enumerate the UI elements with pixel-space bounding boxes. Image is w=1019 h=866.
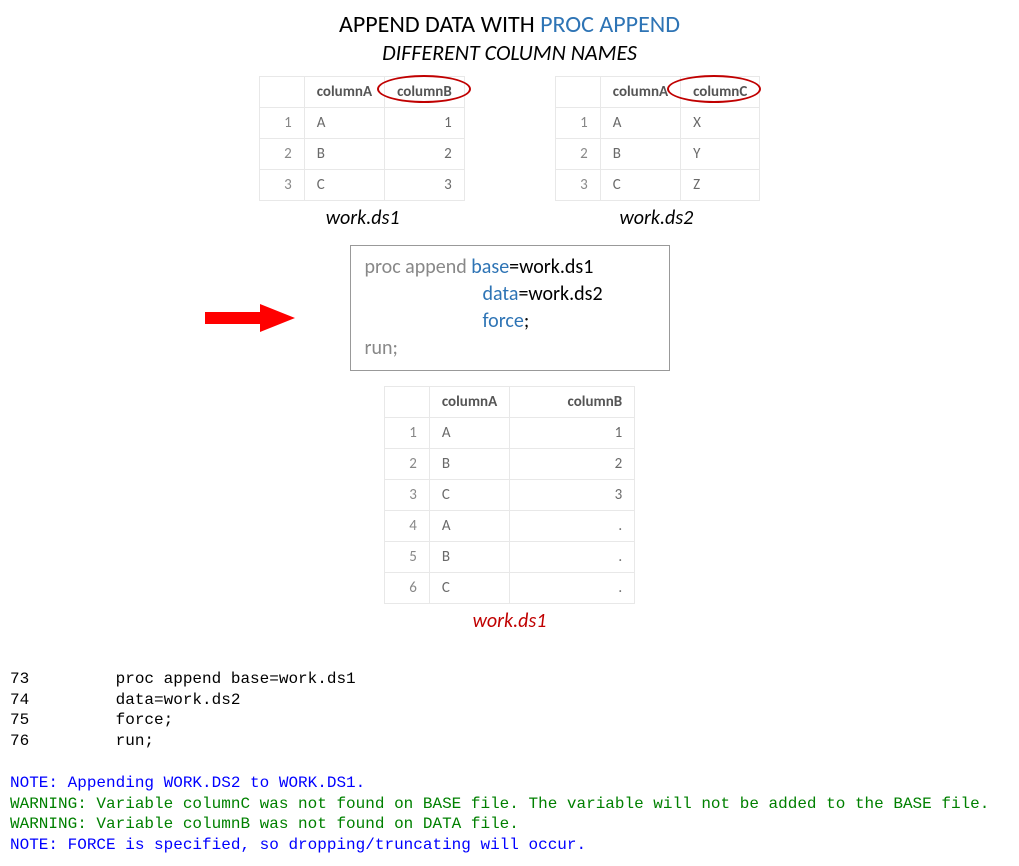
log-note: NOTE: FORCE is specified, so dropping/tr… (10, 836, 586, 854)
input-tables-row: columnA columnB 1A1 2B2 3C3 columnA colu… (10, 76, 1009, 201)
table-row: 1A1 (384, 418, 634, 449)
title-line1: APPEND DATA WITH PROC APPEND (10, 10, 1009, 39)
table1-rownum-header (259, 77, 304, 108)
table1-header-a: columnA (304, 77, 384, 108)
log-warning: WARNING: Variable columnC was not found … (10, 795, 989, 813)
table2-wrap: columnA columnC 1AX 2BY 3CZ (555, 76, 761, 201)
result-table: columnA columnB 1A1 2B2 3C3 4A. 5B. 6C. (384, 386, 635, 604)
table2-header-c: columnC (681, 77, 760, 108)
log-note: NOTE: Appending WORK.DS2 to WORK.DS1. (10, 774, 365, 792)
table-row: 1A1 (259, 108, 464, 139)
result-header-a: columnA (429, 387, 509, 418)
log-warning: WARNING: Variable columnB was not found … (10, 815, 519, 833)
log-line: 76 run; (10, 732, 154, 750)
table-row: 2B2 (384, 449, 634, 480)
result-table-wrap: columnA columnB 1A1 2B2 3C3 4A. 5B. 6C. (10, 386, 1009, 604)
table2-rownum-header (555, 77, 600, 108)
code-box-wrap: proc append base=work.ds1 data=work.ds2 … (10, 245, 1009, 371)
table1-wrap: columnA columnB 1A1 2B2 3C3 (259, 76, 465, 201)
table-row: 2BY (555, 139, 760, 170)
log-block: 73 proc append base=work.ds1 74 data=wor… (10, 648, 1009, 856)
title-part2: PROC APPEND (540, 10, 680, 39)
result-rownum-header (384, 387, 429, 418)
table-row: 5B. (384, 542, 634, 573)
title-block: APPEND DATA WITH PROC APPEND DIFFERENT C… (10, 10, 1009, 66)
result-header-b: columnB (510, 387, 635, 418)
table1-header-b: columnB (385, 77, 465, 108)
table-row: 2B2 (259, 139, 464, 170)
table-row: 4A. (384, 511, 634, 542)
table2-caption: work.ds2 (620, 206, 694, 230)
table-row: 3C3 (384, 480, 634, 511)
code-box: proc append base=work.ds1 data=work.ds2 … (350, 245, 670, 371)
title-line2: DIFFERENT COLUMN NAMES (10, 39, 1009, 66)
table-row: 6C. (384, 573, 634, 604)
table-row: 3CZ (555, 170, 760, 201)
table2-header-a: columnA (600, 77, 680, 108)
table-row: 1AX (555, 108, 760, 139)
log-line: 75 force; (10, 711, 173, 729)
table1-caption: work.ds1 (326, 206, 400, 230)
log-line: 74 data=work.ds2 (10, 691, 240, 709)
table1: columnA columnB 1A1 2B2 3C3 (259, 76, 465, 201)
table2: columnA columnC 1AX 2BY 3CZ (555, 76, 761, 201)
code-line-2: data=work.ds2 (365, 281, 655, 308)
result-caption: work.ds1 (10, 609, 1009, 633)
title-part1: APPEND DATA WITH (339, 10, 540, 39)
table-row: 3C3 (259, 170, 464, 201)
red-arrow-icon (205, 303, 295, 333)
code-line-1: proc append base=work.ds1 (365, 254, 655, 281)
input-captions: work.ds1 work.ds2 (10, 206, 1009, 230)
code-line-3: force; (365, 308, 655, 335)
log-line: 73 proc append base=work.ds1 (10, 670, 356, 688)
code-line-4: run; (365, 335, 655, 362)
